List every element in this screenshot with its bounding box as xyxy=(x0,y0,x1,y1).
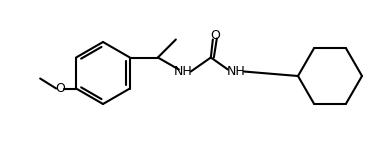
Text: O: O xyxy=(210,29,220,42)
Text: NH: NH xyxy=(173,65,192,78)
Text: NH: NH xyxy=(227,65,245,78)
Text: O: O xyxy=(55,82,65,95)
